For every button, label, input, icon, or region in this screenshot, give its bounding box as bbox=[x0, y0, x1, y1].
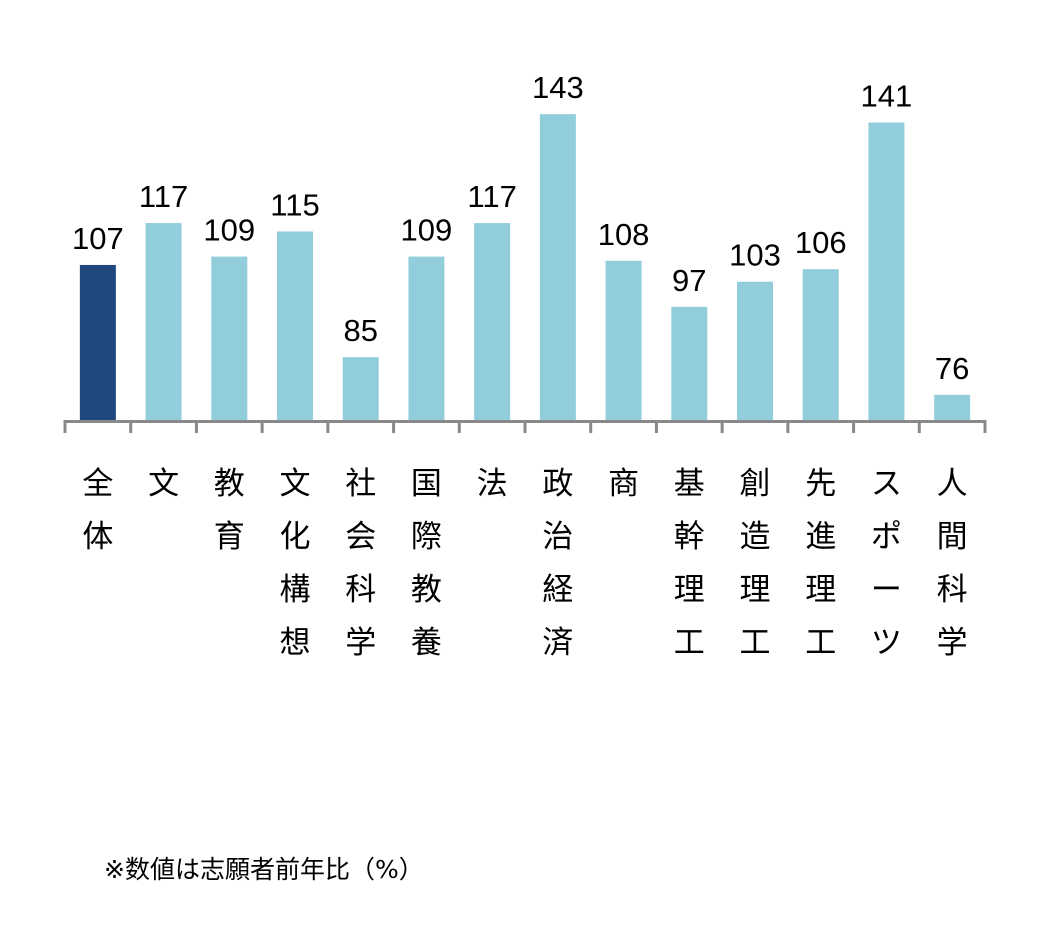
bar bbox=[474, 223, 511, 420]
category-label: ポ bbox=[871, 519, 902, 555]
bar bbox=[277, 231, 313, 420]
category-label: 体 bbox=[82, 519, 113, 555]
category-label: 科 bbox=[937, 572, 968, 608]
category-label: 工 bbox=[674, 625, 705, 661]
category-label: 化 bbox=[280, 519, 311, 555]
bar bbox=[79, 264, 116, 420]
category-label: 学 bbox=[345, 625, 376, 661]
category-label: 治 bbox=[542, 519, 573, 555]
data-label: 107 bbox=[72, 221, 124, 256]
data-label: 143 bbox=[532, 70, 584, 105]
category-label: 経 bbox=[542, 572, 573, 608]
category-label: 法 bbox=[477, 466, 508, 502]
bar bbox=[737, 281, 773, 420]
category-label: 基 bbox=[674, 466, 705, 502]
category-label: 間 bbox=[937, 519, 968, 555]
data-label: 76 bbox=[935, 351, 969, 386]
bar bbox=[539, 114, 576, 420]
data-label: 85 bbox=[343, 313, 377, 348]
category-label: 先 bbox=[805, 466, 836, 502]
category-label: 人 bbox=[937, 466, 968, 502]
category-label: 理 bbox=[674, 572, 705, 608]
data-label: 97 bbox=[672, 263, 706, 298]
bar bbox=[802, 269, 839, 420]
category-label: 全 bbox=[82, 466, 113, 502]
data-label: 108 bbox=[598, 217, 650, 252]
category-label: 際 bbox=[411, 519, 442, 555]
category-label: 文 bbox=[148, 466, 179, 502]
category-label: 養 bbox=[411, 625, 442, 661]
data-label: 103 bbox=[729, 238, 781, 273]
data-label: 141 bbox=[861, 79, 913, 114]
bar bbox=[605, 260, 642, 420]
category-label: 創 bbox=[740, 466, 771, 502]
category-label: 造 bbox=[740, 519, 771, 555]
category-label: 文 bbox=[280, 466, 311, 502]
bar bbox=[408, 256, 445, 420]
category-label: 学 bbox=[937, 625, 968, 661]
bar bbox=[145, 223, 182, 420]
category-label: ー bbox=[871, 572, 902, 608]
category-label: 工 bbox=[805, 625, 836, 661]
bar bbox=[868, 122, 905, 420]
data-label: 106 bbox=[795, 225, 847, 260]
category-label: 幹 bbox=[674, 519, 705, 555]
bar bbox=[934, 394, 971, 420]
data-label: 117 bbox=[139, 179, 188, 214]
data-label: 109 bbox=[401, 213, 453, 248]
footnote: ※数値は志願者前年比（%） bbox=[104, 855, 424, 884]
category-label: 構 bbox=[280, 572, 311, 608]
category-label: 育 bbox=[214, 519, 245, 555]
bar bbox=[671, 306, 708, 420]
category-label: 国 bbox=[411, 466, 442, 502]
category-label: 工 bbox=[740, 625, 771, 661]
category-label: 教 bbox=[411, 572, 442, 608]
category-label: 会 bbox=[345, 519, 376, 555]
category-label: 教 bbox=[214, 466, 245, 502]
category-label: 済 bbox=[542, 625, 573, 661]
data-label: 109 bbox=[203, 213, 255, 248]
category-label: 科 bbox=[345, 572, 376, 608]
category-label: 商 bbox=[608, 466, 639, 502]
category-label: 理 bbox=[740, 572, 771, 608]
category-label: 政 bbox=[542, 466, 573, 502]
category-label: 理 bbox=[805, 572, 836, 608]
bar bbox=[342, 357, 379, 420]
data-label: 117 bbox=[467, 179, 516, 214]
category-label: 想 bbox=[280, 625, 311, 661]
category-label: 進 bbox=[805, 519, 836, 555]
category-label: ツ bbox=[871, 625, 902, 661]
data-label: 115 bbox=[270, 187, 319, 222]
category-label: ス bbox=[871, 466, 902, 502]
category-label: 社 bbox=[345, 466, 376, 502]
bar bbox=[211, 256, 248, 420]
